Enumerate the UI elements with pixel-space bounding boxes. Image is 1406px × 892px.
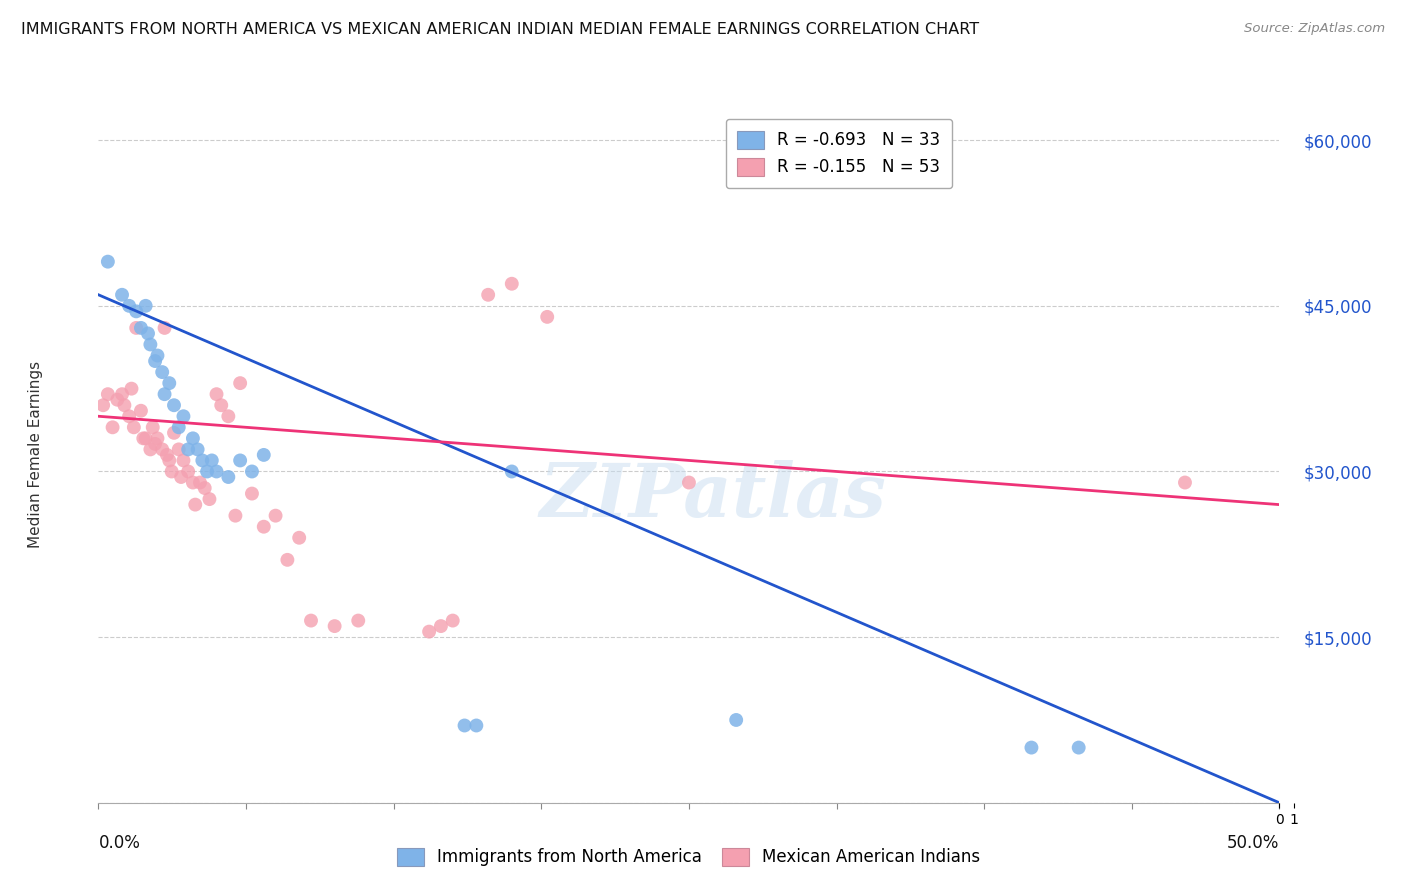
Point [1021,740,1043,755]
Point [1174,475,1197,490]
Point [111,387,134,401]
Point [136,326,159,341]
Point [111,287,134,301]
Text: Median Female Earnings: Median Female Earnings [28,361,42,549]
Point [205,387,228,401]
Point [1067,740,1090,755]
Point [135,431,157,445]
Point [195,465,218,479]
Point [240,486,263,500]
Point [163,398,186,412]
Point [253,519,276,533]
Point [143,437,166,451]
Point [276,553,298,567]
Point [157,453,180,467]
Point [536,310,558,324]
Point [163,425,186,440]
Point [135,299,157,313]
Point [146,349,169,363]
Point [125,304,148,318]
Text: ZIPatlas: ZIPatlas [538,460,886,533]
Point [217,409,239,424]
Point [181,431,204,445]
Point [224,508,246,523]
Point [181,475,204,490]
Point [105,392,128,407]
Legend: Immigrants from North America, Mexican American Indians: Immigrants from North America, Mexican A… [389,839,988,875]
Point [188,475,211,490]
Point [201,453,224,467]
Point [91,398,114,412]
Point [150,365,173,379]
Point [142,420,165,434]
Point [264,508,287,523]
Point [177,465,200,479]
Point [118,299,141,313]
Point [139,442,162,457]
Point [132,431,155,445]
Text: 50.0%: 50.0% [1227,834,1279,852]
Point [418,624,440,639]
Point [112,398,135,412]
Point [177,442,200,457]
Point [156,448,179,462]
Point [172,409,194,424]
Point [125,321,148,335]
Point [194,481,217,495]
Point [122,420,145,434]
Point [205,465,228,479]
Point [167,420,190,434]
Point [97,387,120,401]
Point [187,442,209,457]
Point [143,354,166,368]
Point [441,614,464,628]
Point [501,465,523,479]
Text: 0.0%: 0.0% [98,834,141,852]
Point [465,718,488,732]
Point [253,448,276,462]
Point [167,442,190,457]
Point [121,382,143,396]
Point [153,321,176,335]
Point [323,619,346,633]
Point [153,387,176,401]
Point [139,337,162,351]
Point [101,420,124,434]
Point [150,442,173,457]
Point [184,498,207,512]
Point [209,398,232,412]
Point [172,453,194,467]
Point [725,713,748,727]
Point [501,277,523,291]
Text: IMMIGRANTS FROM NORTH AMERICA VS MEXICAN AMERICAN INDIAN MEDIAN FEMALE EARNINGS : IMMIGRANTS FROM NORTH AMERICA VS MEXICAN… [21,22,979,37]
Point [170,470,193,484]
Point [198,492,221,507]
Point [229,376,252,391]
Point [217,470,239,484]
Point [118,409,141,424]
Point [229,453,252,467]
Point [430,619,453,633]
Point [97,254,120,268]
Point [146,431,169,445]
Point [240,465,263,479]
Point [160,465,183,479]
Point [157,376,180,391]
Point [129,403,152,417]
Point [191,453,214,467]
Point [129,321,152,335]
Text: Source: ZipAtlas.com: Source: ZipAtlas.com [1244,22,1385,36]
Point [678,475,700,490]
Point [477,287,499,301]
Legend: R = -0.693   N = 33, R = -0.155   N = 53: R = -0.693 N = 33, R = -0.155 N = 53 [725,119,952,188]
Point [288,531,311,545]
Point [347,614,370,628]
Point [299,614,322,628]
Point [453,718,475,732]
